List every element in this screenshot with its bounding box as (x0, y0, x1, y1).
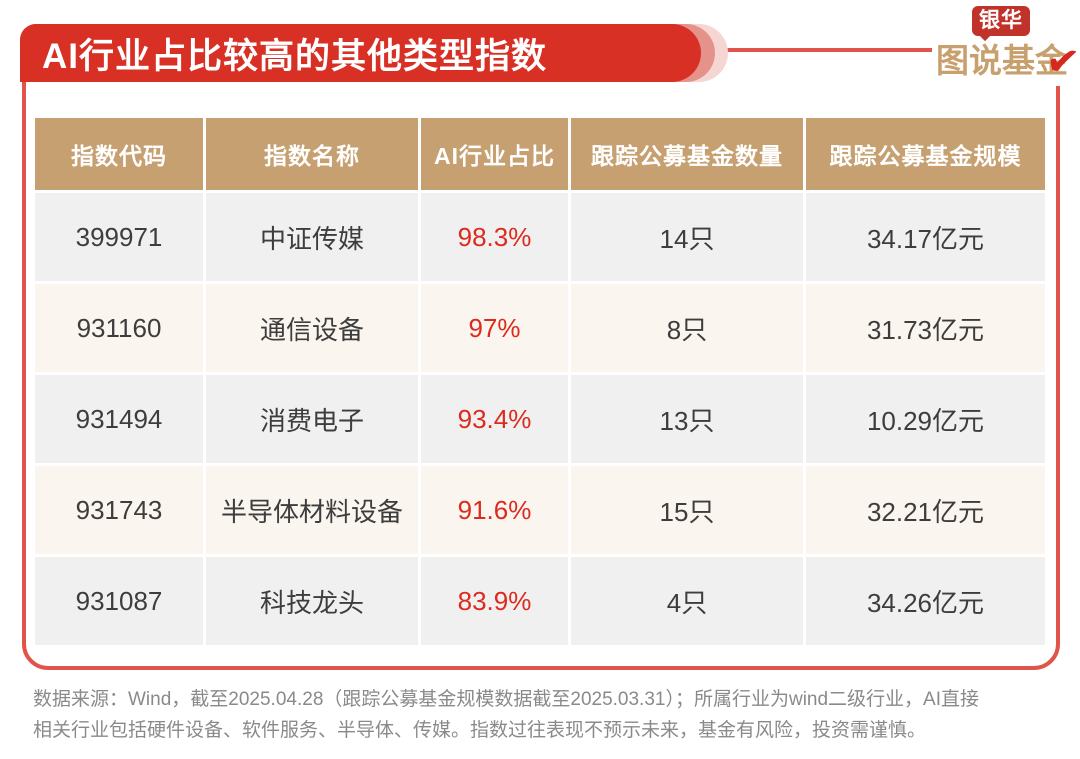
index-data-table: 指数代码 指数名称 AI行业占比 跟踪公募基金数量 跟踪公募基金规模 39997… (35, 118, 1045, 648)
index-code: 931160 (35, 284, 203, 372)
fund-count: 8只 (571, 284, 803, 372)
fund-scale: 31.73亿元 (806, 284, 1045, 372)
fund-count: 4只 (571, 557, 803, 645)
footer-line-2: 相关行业包括硬件设备、软件服务、半导体、传媒。指数过往表现不预示未来，基金有风险… (33, 720, 927, 741)
ai-share-value: 91.6% (421, 466, 568, 554)
index-code: 931087 (35, 557, 203, 645)
table-row: 931743 半导体材料设备 91.6% 15只 32.21亿元 (35, 466, 1045, 554)
ai-share-value: 98.3% (421, 193, 568, 281)
index-code: 399971 (35, 193, 203, 281)
column-header-index-code: 指数代码 (35, 118, 203, 190)
index-code: 931494 (35, 375, 203, 463)
column-header-index-name: 指数名称 (206, 118, 418, 190)
logo-tag-badge: 银华 (972, 6, 1030, 36)
index-name: 消费电子 (206, 375, 418, 463)
fund-scale: 34.17亿元 (806, 193, 1045, 281)
fund-scale: 34.26亿元 (806, 557, 1045, 645)
ai-share-value: 83.9% (421, 557, 568, 645)
fund-count: 15只 (571, 466, 803, 554)
index-name: 中证传媒 (206, 193, 418, 281)
footer-line-1: 数据来源：Wind，截至2025.04.28（跟踪公募基金规模数据截至2025.… (33, 689, 980, 710)
index-code: 931743 (35, 466, 203, 554)
page-title: AI行业占比较高的其他类型指数 (42, 36, 548, 76)
checkmark-icon: ✔ (1044, 38, 1080, 86)
table-row: 931494 消费电子 93.4% 13只 10.29亿元 (35, 375, 1045, 463)
table-row: 399971 中证传媒 98.3% 14只 34.17亿元 (35, 193, 1045, 281)
logo-wordmark: 图说基金 (936, 42, 1068, 79)
data-source-note: 数据来源：Wind，截至2025.04.28（跟踪公募基金规模数据截至2025.… (33, 684, 1055, 746)
column-header-fund-count: 跟踪公募基金数量 (571, 118, 803, 190)
table-row: 931087 科技龙头 83.9% 4只 34.26亿元 (35, 557, 1045, 645)
ai-share-value: 97% (421, 284, 568, 372)
column-header-ai-share: AI行业占比 (421, 118, 568, 190)
table-header-row: 指数代码 指数名称 AI行业占比 跟踪公募基金数量 跟踪公募基金规模 (35, 118, 1045, 190)
column-header-fund-scale: 跟踪公募基金规模 (806, 118, 1045, 190)
fund-count: 13只 (571, 375, 803, 463)
fund-count: 14只 (571, 193, 803, 281)
index-name: 科技龙头 (206, 557, 418, 645)
index-name: 通信设备 (206, 284, 418, 372)
title-banner: AI行业占比较高的其他类型指数 (20, 24, 701, 82)
table-row: 931160 通信设备 97% 8只 31.73亿元 (35, 284, 1045, 372)
fund-scale: 32.21亿元 (806, 466, 1045, 554)
index-name: 半导体材料设备 (206, 466, 418, 554)
fund-scale: 10.29亿元 (806, 375, 1045, 463)
ai-share-value: 93.4% (421, 375, 568, 463)
yinhua-brand-logo: 银华 图说基金 ✔ (932, 6, 1080, 86)
